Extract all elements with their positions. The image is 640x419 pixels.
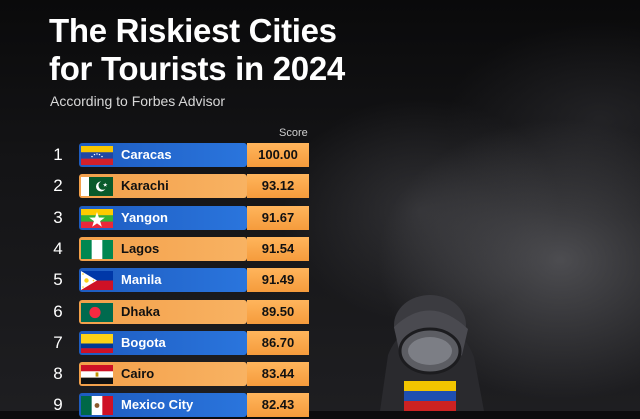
score-value: 83.44	[247, 362, 309, 387]
rank-label: 9	[53, 395, 63, 415]
myanmar-flag-icon	[81, 208, 113, 228]
score-value: 89.50	[247, 299, 309, 324]
city-label: Bogota	[121, 334, 166, 350]
mexico-flag-icon	[81, 396, 113, 416]
score-value: 91.67	[247, 205, 309, 230]
score-value: 86.70	[247, 330, 309, 355]
rank-label: 2	[53, 176, 63, 196]
chart-row: 5 Manila 91.49	[0, 268, 320, 294]
score-value: 91.49	[247, 268, 309, 293]
city-label: Caracas	[121, 147, 172, 162]
rank-label: 1	[53, 145, 63, 164]
venezuela-flag-icon	[81, 146, 113, 165]
chart-row: 3 Yangon 91.67	[0, 205, 320, 232]
score-column-header: Score	[279, 127, 308, 139]
title-line-2: for Tourists in 2024	[49, 50, 345, 87]
chart-row: 8 Cairo 83.44	[0, 362, 320, 388]
chart-row: 2 Karachi 93.12	[0, 174, 320, 200]
bangladesh-flag-icon	[81, 302, 113, 322]
chart-row: 7 Bogota 86.70	[0, 330, 320, 357]
rank-label: 7	[53, 332, 63, 352]
protester-gas-mask-figure	[380, 295, 484, 411]
nigeria-flag-icon	[81, 239, 113, 259]
score-value: 91.54	[247, 236, 309, 261]
rank-label: 8	[53, 364, 63, 384]
egypt-flag-icon	[81, 365, 113, 385]
score-value: 100.00	[247, 143, 309, 167]
title-line-1: The Riskiest Cities	[49, 12, 337, 49]
chart-row: 6 Dhaka 89.50	[0, 299, 320, 326]
chart-subtitle: According to Forbes Advisor	[50, 93, 226, 109]
city-label: Karachi	[121, 178, 169, 194]
pakistan-flag-icon	[81, 177, 113, 197]
city-label: Lagos	[121, 240, 160, 256]
city-label: Mexico City	[121, 397, 194, 413]
city-label: Yangon	[121, 209, 168, 225]
city-label: Manila	[121, 272, 162, 288]
rank-label: 6	[53, 301, 63, 321]
rank-label: 5	[53, 270, 63, 290]
score-value: 93.12	[247, 174, 309, 199]
chart-title: The Riskiest Cities for Tourists in 2024	[49, 12, 469, 88]
city-label: Dhaka	[121, 303, 161, 319]
chart-row: 9 Mexico City 82.43	[0, 393, 320, 419]
rank-label: 4	[53, 238, 63, 258]
rank-label: 3	[53, 207, 63, 227]
city-label: Cairo	[121, 366, 155, 382]
colombia-flag-icon	[81, 333, 113, 353]
score-value: 82.43	[247, 393, 309, 418]
chart-row: 1 Caracas 100.00	[0, 143, 320, 169]
chart-row: 4 Lagos 91.54	[0, 236, 320, 263]
philippines-flag-icon	[81, 271, 113, 291]
